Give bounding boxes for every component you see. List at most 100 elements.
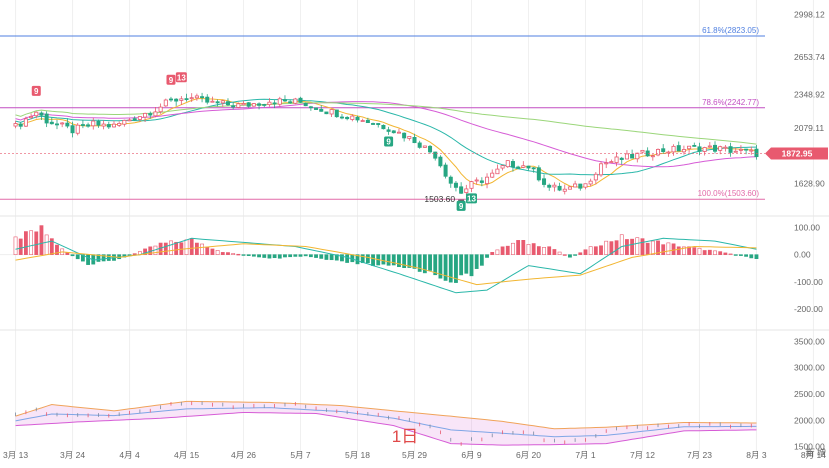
macd-bar	[676, 246, 681, 255]
macd-bar	[226, 252, 230, 255]
macd-bar	[298, 254, 303, 257]
candle	[153, 111, 158, 117]
macd-bar	[557, 251, 562, 255]
candle	[251, 103, 256, 107]
macd-bar	[645, 242, 650, 255]
band-mid-line	[15, 407, 757, 438]
candle	[360, 120, 365, 122]
candle	[422, 145, 427, 148]
band-tick-label: 3000.00	[794, 363, 825, 373]
macd-bar	[625, 239, 629, 255]
candle	[13, 123, 18, 127]
macd-bar	[251, 254, 256, 257]
candle	[241, 103, 246, 106]
macd-bar	[728, 253, 733, 256]
macd-bar	[428, 254, 432, 271]
macd-bar	[13, 236, 18, 255]
candle	[80, 124, 85, 126]
candle	[75, 124, 80, 134]
candle	[303, 102, 308, 107]
candle	[210, 100, 215, 103]
candle	[117, 122, 122, 126]
candle	[474, 179, 479, 182]
macd-bar	[469, 254, 474, 277]
candle	[329, 109, 334, 115]
candle	[168, 98, 173, 101]
macd-bar	[511, 242, 515, 255]
macd-bar	[143, 248, 147, 255]
macd-bar	[86, 254, 90, 265]
candle	[687, 145, 692, 150]
candle	[355, 116, 360, 121]
macd-bar	[49, 238, 54, 255]
candle	[44, 113, 49, 124]
candle	[728, 146, 733, 153]
candle	[531, 167, 536, 170]
macd-bar	[474, 254, 479, 269]
band-lower-line	[15, 412, 757, 446]
candle	[619, 157, 624, 160]
candle	[671, 145, 676, 153]
x-tick-label: 6月 20	[516, 450, 541, 460]
macd-bar	[174, 241, 179, 255]
candle	[733, 150, 738, 153]
macd-bar	[490, 252, 495, 255]
candle	[272, 102, 277, 105]
candle	[588, 180, 593, 185]
candle	[510, 161, 515, 168]
candle	[345, 116, 350, 120]
macd-bar	[407, 254, 412, 268]
candle	[220, 100, 225, 104]
macd-bar	[55, 244, 59, 255]
macd-bar	[459, 254, 464, 276]
candle	[314, 107, 319, 110]
x-tick-label: 5月 29	[402, 450, 427, 460]
macd-bar	[739, 254, 743, 256]
x-axis: 3月 13 3月 24 4月 4 4月 15 4月 26 5月 7 5月 18 5月 29 6月…	[3, 450, 826, 460]
ma-xlong-line	[15, 102, 757, 145]
candle	[386, 129, 391, 132]
macd-bar	[454, 254, 458, 283]
candle	[143, 112, 148, 118]
x-tick-label: 4月 4	[119, 450, 140, 460]
candle	[334, 109, 339, 118]
macd-bar	[262, 254, 267, 258]
macd-bar	[308, 254, 313, 258]
macd-bar	[635, 237, 640, 255]
price-tick-label: 2348.92	[794, 90, 825, 100]
candle	[464, 188, 469, 193]
candle	[86, 124, 91, 127]
candle	[122, 119, 127, 125]
macd-bar	[495, 249, 500, 255]
x-tick-label: 6月 9	[461, 450, 482, 460]
macd-bar	[422, 254, 427, 274]
macd-bar	[619, 234, 624, 255]
macd-bar	[443, 254, 448, 281]
candle	[713, 144, 718, 152]
macd-bar	[526, 244, 531, 255]
candle	[681, 149, 686, 153]
candle	[376, 123, 381, 125]
macd-bar	[345, 254, 350, 263]
candle	[443, 164, 448, 177]
candle	[106, 124, 111, 128]
candle	[18, 123, 23, 127]
candle	[412, 136, 417, 144]
candle	[723, 146, 728, 149]
macd-bar	[70, 254, 75, 257]
candle	[23, 118, 28, 127]
candle	[635, 152, 640, 160]
candle	[39, 112, 44, 116]
macd-bar	[479, 254, 484, 266]
candle	[298, 97, 303, 103]
macd-bar	[386, 254, 391, 266]
macd-bar	[412, 254, 417, 269]
y-axis: 2998.12 2653.74 2348.92 2079.11 1628.90 100.0…	[0, 9, 828, 452]
macd-bar	[402, 254, 407, 269]
price-tick-label: 2653.74	[794, 52, 825, 62]
macd-bar	[650, 240, 655, 255]
macd-bar	[573, 254, 578, 256]
macd-bar	[29, 230, 33, 255]
